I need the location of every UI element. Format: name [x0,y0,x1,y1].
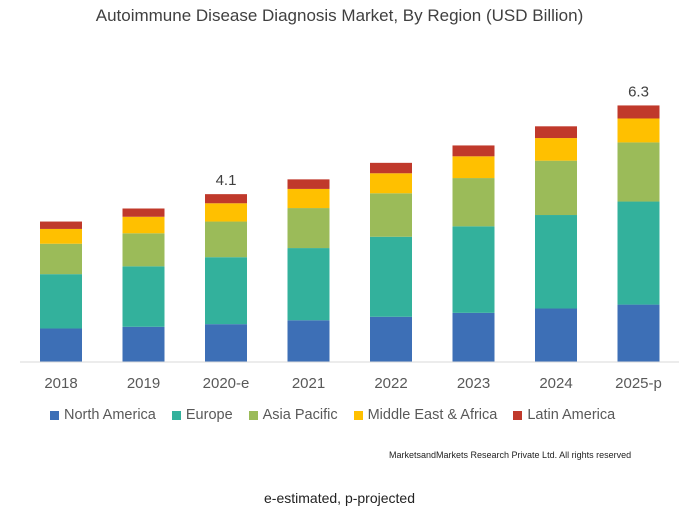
x-tick-label: 2020-e [203,375,250,392]
chart-title: Autoimmune Disease Diagnosis Market, By … [95,6,584,25]
bar-segment-north-america-2018 [40,328,82,362]
bar-segment-asia-pacific-2025-p [617,142,660,202]
legend-label: Latin America [527,407,616,423]
bar-segment-north-america-2022 [370,316,412,362]
bar-segment-europe-2024 [535,215,577,309]
legend-item-middle-east-africa: Middle East & Africa [353,407,498,423]
bar-segment-latin-america-2021 [287,179,330,189]
bar-segment-europe-2025-p [617,201,660,305]
legend-item-latin-america: Latin America [513,407,615,423]
bar-segment-middle-east-africa-2023 [452,156,495,179]
legend-swatch [171,410,181,420]
bar-segment-asia-pacific-2024 [535,160,577,216]
bar-segment-latin-america-2023 [452,145,495,157]
bar-segment-asia-pacific-2023 [452,178,495,227]
bar-segment-asia-pacific-2022 [370,193,412,237]
legend-item-europe: Europe [171,407,233,423]
bar-segment-latin-america-2018 [40,221,82,229]
bar-segment-north-america-2020-e [205,324,247,362]
legend: North America Europe Asia Pacific Middle Ea… [50,407,615,423]
bar-segment-europe-2018 [40,274,82,329]
x-tick-label: 2021 [292,375,325,392]
bars-layer [40,105,660,362]
legend-item-north-america: North America [50,407,156,423]
legend-label: Middle East & Africa [367,407,498,423]
x-tick-label: 2018 [44,375,77,392]
stacked-bar-chart: 4.1 6.3 2018 2019 2020-e 2021 2022 2023 2024 202… [20,83,679,392]
bar-segment-latin-america-2024 [535,126,577,139]
bar-segment-north-america-2025-p [617,304,660,362]
bar-segment-middle-east-africa-2025-p [617,118,660,143]
bar-segment-asia-pacific-2021 [287,208,330,249]
legend-swatch [248,410,258,420]
bar-segment-middle-east-africa-2018 [40,228,82,244]
source-note: MarketsandMarkets Research Private Ltd. … [389,450,632,460]
bar-segment-latin-america-2020-e [205,194,247,204]
x-tick-label: 2024 [539,375,572,392]
bar-segment-asia-pacific-2020-e [205,221,247,258]
labels-layer: 4.1 6.3 [216,83,649,189]
bar-segment-europe-2022 [370,236,412,317]
legend-swatch [50,410,59,420]
legend-swatch [353,410,363,420]
bar-segment-latin-america-2022 [370,162,412,174]
data-label: 6.3 [628,83,649,100]
bar-segment-latin-america-2019 [122,208,165,217]
legend-label: Europe [185,407,233,423]
bar-segment-north-america-2023 [452,312,495,362]
bar-segment-middle-east-africa-2020-e [205,203,247,222]
legend-label: Asia Pacific [262,407,338,423]
bar-segment-north-america-2024 [535,308,577,362]
x-tick-label: 2022 [374,375,407,392]
bar-segment-europe-2020-e [205,257,247,325]
bar-segment-middle-east-africa-2022 [370,173,412,194]
bar-segment-middle-east-africa-2021 [287,188,330,209]
bar-segment-north-america-2021 [287,320,330,362]
bar-segment-latin-america-2025-p [617,105,660,119]
legend-label: North America [64,407,156,423]
bar-segment-asia-pacific-2018 [40,243,82,275]
x-axis-ticks: 2018 2019 2020-e 2021 2022 2023 2024 2025-p [44,375,662,392]
bar-segment-europe-2023 [452,226,495,313]
x-tick-label: 2019 [127,375,160,392]
legend-swatch [513,410,523,420]
bar-segment-asia-pacific-2019 [122,233,165,267]
x-tick-label: 2023 [457,375,490,392]
bar-segment-middle-east-africa-2024 [535,138,577,161]
x-tick-label: 2025-p [615,375,662,392]
bar-segment-europe-2021 [287,248,330,321]
bar-segment-middle-east-africa-2019 [122,216,165,234]
data-label: 4.1 [216,172,237,189]
bar-segment-north-america-2019 [122,326,165,362]
legend-item-asia-pacific: Asia Pacific [248,407,338,423]
bar-segment-europe-2019 [122,266,165,327]
footnote: e-estimated, p-projected [264,490,415,506]
